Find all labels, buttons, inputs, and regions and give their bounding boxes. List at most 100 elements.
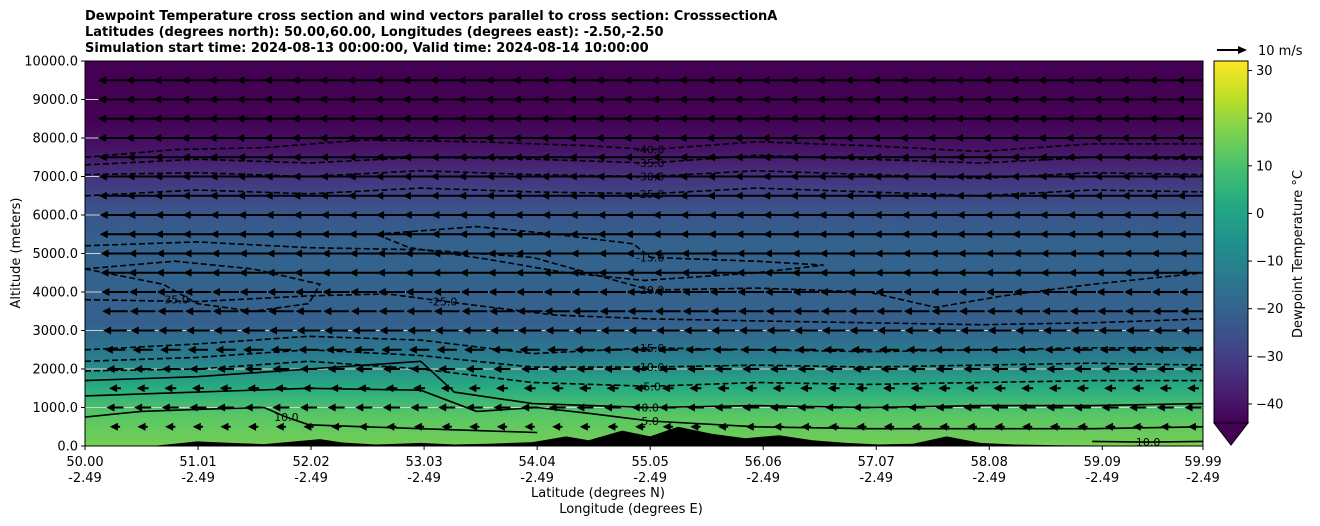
wind-arrow — [212, 307, 239, 316]
wind-arrow — [382, 365, 400, 373]
wind-arrow — [957, 249, 987, 258]
y-tick-label: 2000.0 — [33, 363, 79, 378]
contour-label: -25.0 — [429, 296, 457, 309]
wind-arrow — [1095, 249, 1125, 258]
wind-arrow — [655, 307, 681, 316]
contour-label: 0.0 — [641, 402, 659, 415]
x-tick-label-latitude: 58.08 — [971, 455, 1008, 470]
wind-arrow — [763, 268, 793, 277]
wind-arrow — [515, 249, 545, 258]
wind-arrow — [935, 403, 953, 412]
wind-arrow — [1150, 249, 1180, 258]
wind-arrow — [994, 422, 1005, 431]
wind-arrow — [1041, 288, 1069, 296]
y-tick-label: 10000.0 — [24, 55, 78, 70]
wind-arrow — [358, 422, 369, 431]
contour-label: 5.0 — [641, 415, 659, 428]
wind-arrow — [911, 422, 922, 431]
wind-arrow — [127, 211, 158, 219]
wind-arrow — [464, 345, 485, 354]
x-tick-label-latitude: 51.01 — [179, 455, 216, 470]
wind-arrow — [240, 307, 266, 316]
x-tick-label-longitude: -2.49 — [181, 471, 215, 486]
wind-arrow — [1104, 422, 1116, 431]
wind-arrow — [183, 249, 213, 258]
wind-arrow — [682, 307, 709, 316]
wind-arrow — [1179, 288, 1203, 296]
wind-arrow — [846, 249, 876, 258]
wind-arrow — [299, 365, 317, 373]
wind-arrow — [237, 211, 269, 219]
wind-arrow — [680, 211, 711, 219]
wind-arrow — [878, 345, 900, 354]
wind-arrow — [625, 249, 655, 258]
wind-arrow — [154, 211, 186, 219]
wind-arrow — [327, 365, 345, 373]
wind-arrow — [325, 345, 347, 354]
wind-arrow — [521, 365, 539, 373]
wind-arrow — [685, 345, 706, 354]
wind-arrow — [928, 211, 960, 219]
wind-arrow — [548, 403, 566, 412]
wind-arrow — [1040, 249, 1070, 258]
colorbar-tick-label: −20 — [1256, 302, 1283, 317]
wind-arrow — [1067, 249, 1097, 258]
wind-arrow — [576, 403, 594, 412]
wind-arrow — [1042, 307, 1068, 316]
wind-arrow — [790, 230, 822, 239]
wind-arrow — [321, 268, 351, 277]
wind-arrow — [104, 345, 126, 354]
wind-arrow — [984, 211, 1015, 219]
x-tick-label-latitude: 50.00 — [66, 455, 103, 470]
wind-arrow — [1099, 345, 1121, 354]
wind-arrow — [266, 249, 296, 258]
wind-arrow — [1094, 211, 1126, 219]
wind-arrow — [874, 268, 904, 277]
wind-arrow — [1159, 384, 1172, 393]
wind-arrow — [604, 403, 622, 412]
wind-arrow — [382, 403, 400, 412]
wind-arrow — [355, 403, 373, 412]
wind-arrow — [376, 230, 407, 239]
wind-arrow — [965, 384, 978, 393]
wind-arrow — [1095, 268, 1125, 277]
wind-arrow — [662, 422, 673, 431]
wind-arrow — [569, 230, 601, 239]
wind-arrow — [295, 307, 322, 316]
wind-arrow — [985, 268, 1014, 277]
wind-arrow — [606, 384, 619, 393]
wind-arrow — [320, 230, 352, 239]
wind-arrow — [709, 288, 737, 296]
wind-arrow — [407, 326, 431, 335]
x-tick-label-latitude: 59.09 — [1084, 455, 1121, 470]
wind-arrow — [274, 384, 287, 393]
wind-arrow — [379, 326, 404, 335]
wind-arrow — [496, 384, 508, 393]
wind-arrow — [468, 384, 481, 393]
contour-label: -25.0 — [636, 188, 664, 201]
x-axis-label-latitude: Latitude (degrees N) — [531, 486, 665, 501]
wind-arrow — [576, 365, 594, 373]
x-tick-label-longitude: -2.49 — [859, 471, 893, 486]
wind-arrow — [548, 365, 566, 373]
wind-arrow — [440, 384, 453, 393]
wind-arrow — [186, 326, 210, 335]
wind-arrow — [381, 345, 402, 354]
wind-arrow — [413, 384, 426, 393]
wind-arrow — [189, 403, 207, 412]
contour-label: -35.0 — [160, 294, 188, 307]
wind-arrow — [215, 345, 236, 354]
wind-arrow — [1013, 288, 1041, 296]
wind-arrow — [846, 268, 876, 277]
wind-arrow — [542, 268, 572, 277]
wind-arrow — [293, 211, 324, 219]
x-axis-label-longitude: Longitude (degrees E) — [559, 502, 703, 517]
wind-arrow — [106, 403, 124, 412]
wind-arrow — [598, 249, 627, 258]
wind-arrow — [1184, 365, 1202, 373]
wind-arrow — [654, 288, 682, 296]
wind-arrow — [158, 326, 183, 335]
wind-arrow — [551, 384, 564, 393]
wind-arrow — [1123, 268, 1153, 277]
wind-arrow — [267, 288, 295, 296]
